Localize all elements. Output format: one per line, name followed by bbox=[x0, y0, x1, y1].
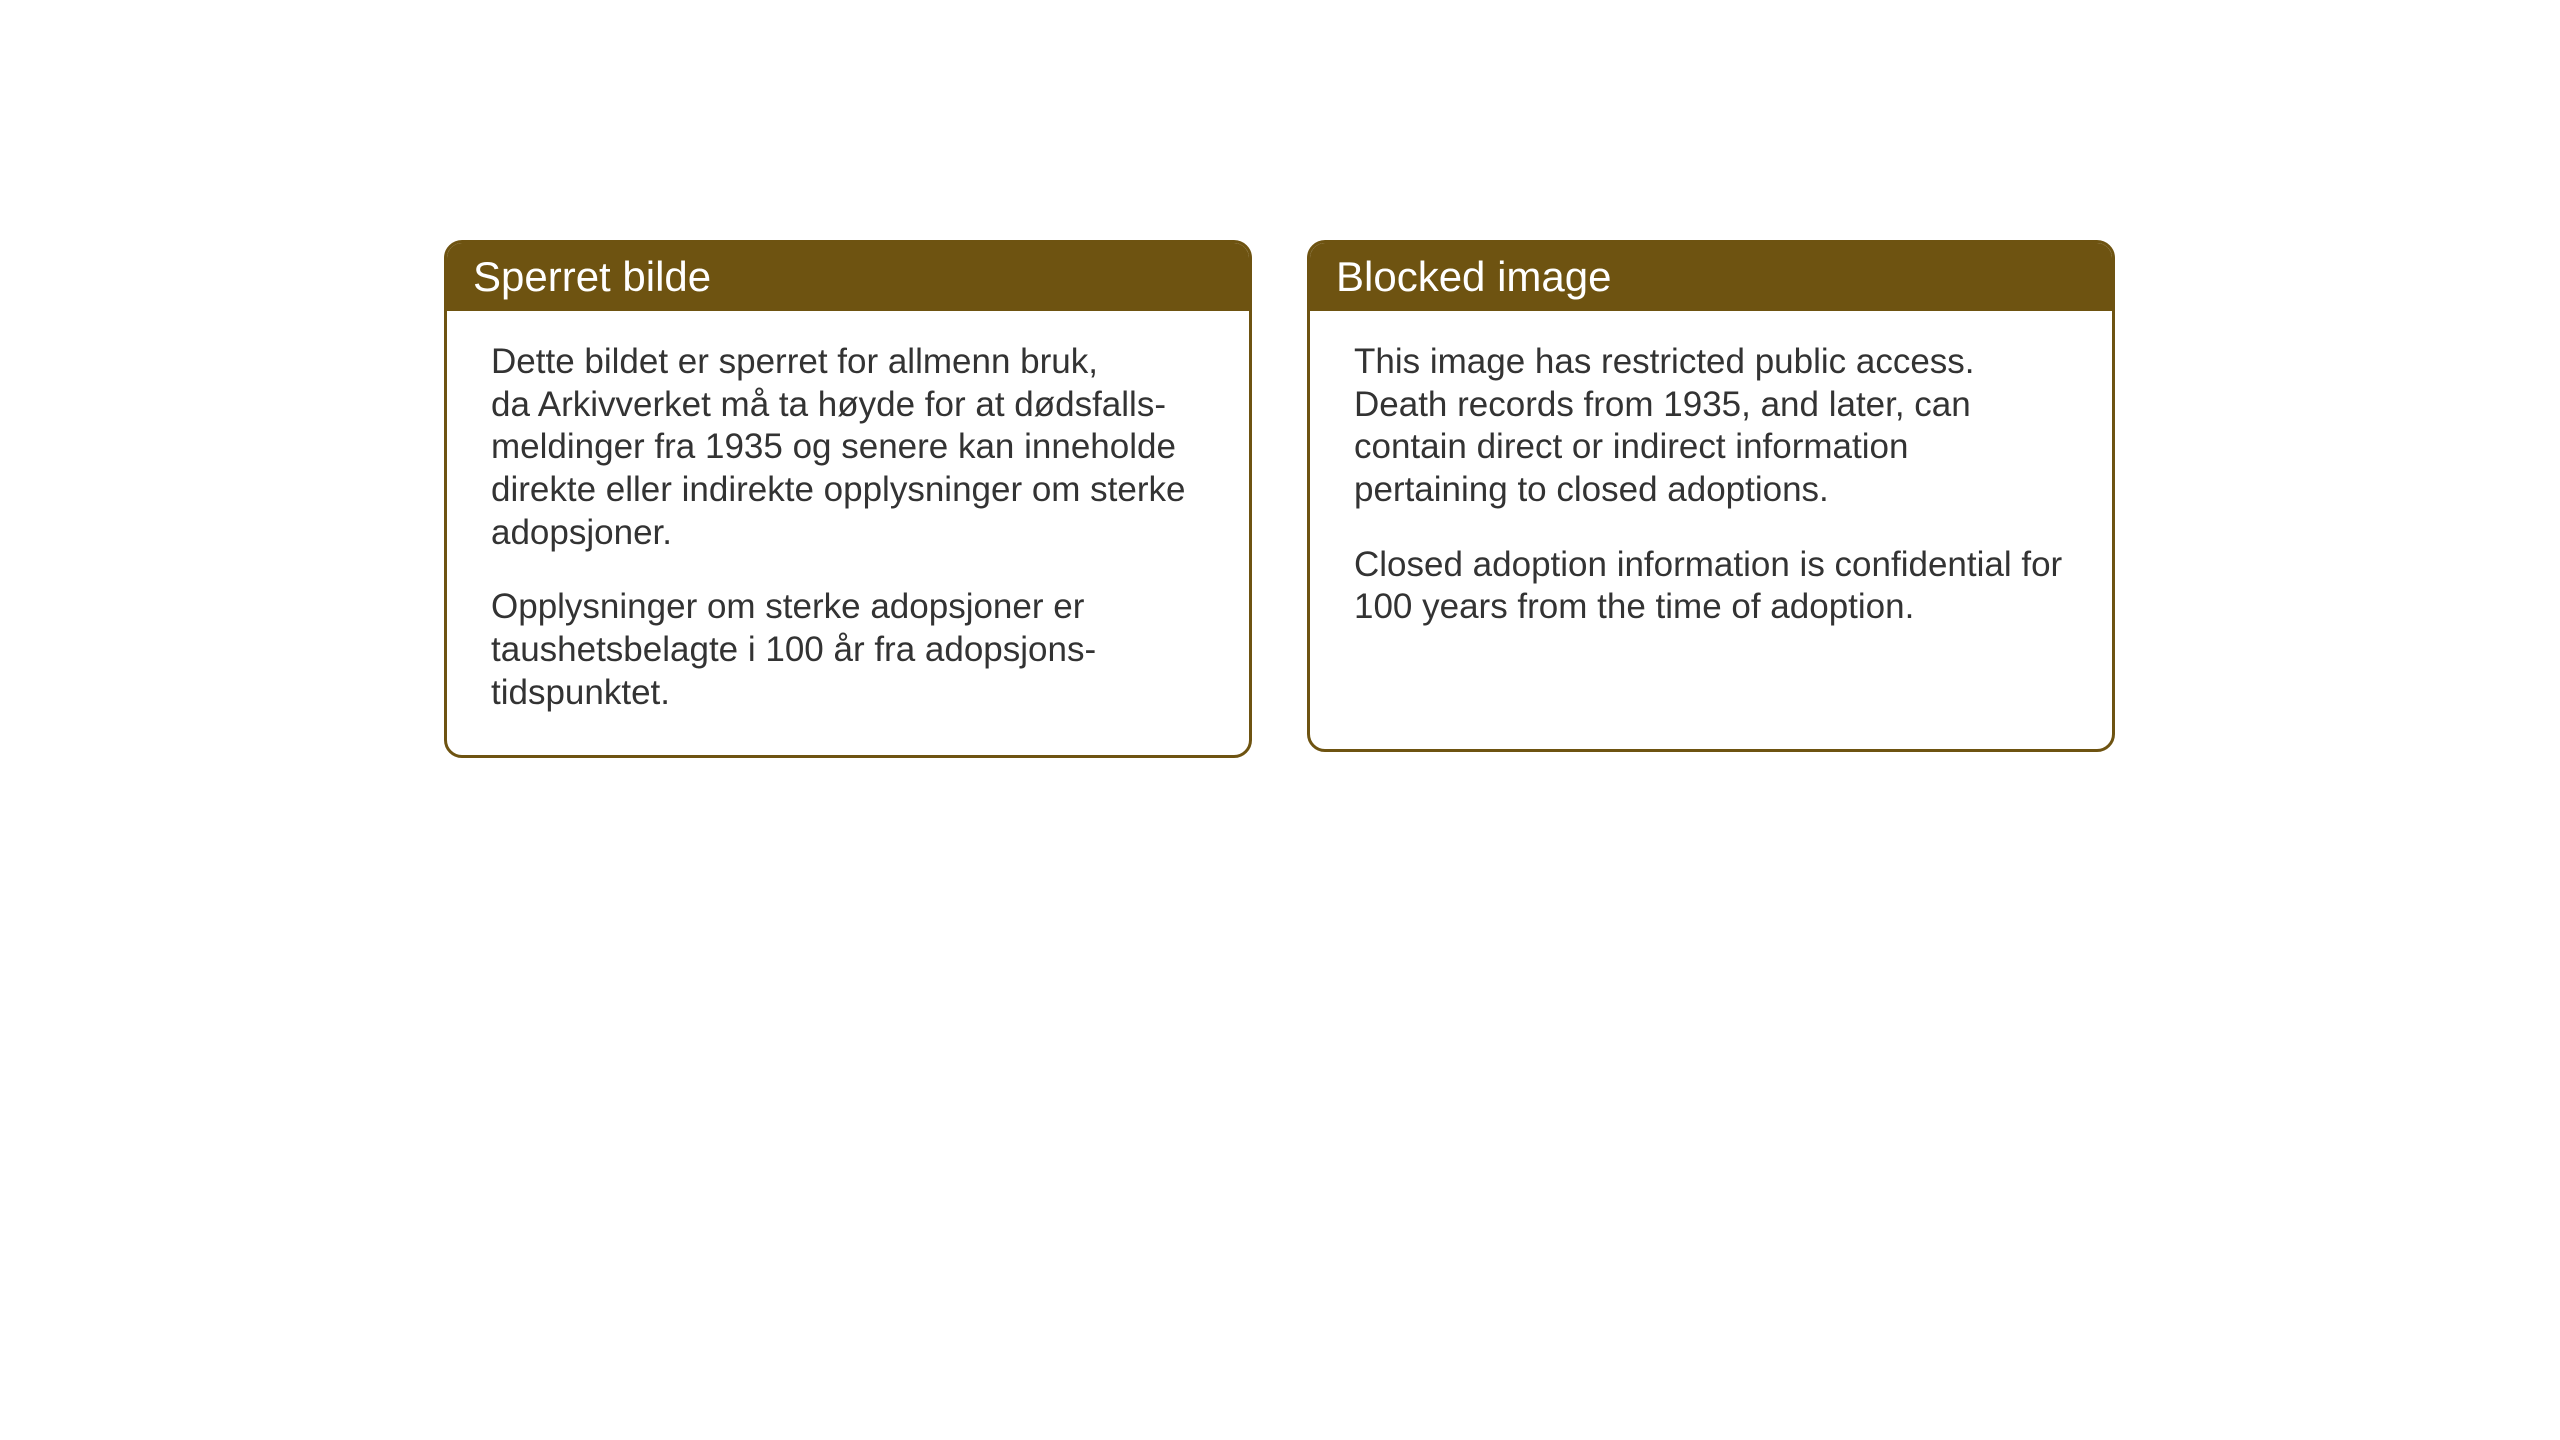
card-english-paragraph-1: This image has restricted public access.… bbox=[1354, 341, 2068, 512]
card-norwegian-body: Dette bildet er sperret for allmenn bruk… bbox=[447, 311, 1249, 755]
card-english-paragraph-2: Closed adoption information is confident… bbox=[1354, 544, 2068, 629]
cards-container: Sperret bilde Dette bildet er sperret fo… bbox=[444, 240, 2115, 758]
card-english: Blocked image This image has restricted … bbox=[1307, 240, 2115, 752]
card-norwegian-header: Sperret bilde bbox=[447, 243, 1249, 311]
card-english-header: Blocked image bbox=[1310, 243, 2112, 311]
card-english-title: Blocked image bbox=[1336, 253, 1611, 300]
card-norwegian: Sperret bilde Dette bildet er sperret fo… bbox=[444, 240, 1252, 758]
card-norwegian-paragraph-2: Opplysninger om sterke adopsjoner er tau… bbox=[491, 586, 1205, 714]
card-norwegian-title: Sperret bilde bbox=[473, 253, 711, 300]
card-english-body: This image has restricted public access.… bbox=[1310, 311, 2112, 669]
card-norwegian-paragraph-1: Dette bildet er sperret for allmenn bruk… bbox=[491, 341, 1205, 554]
